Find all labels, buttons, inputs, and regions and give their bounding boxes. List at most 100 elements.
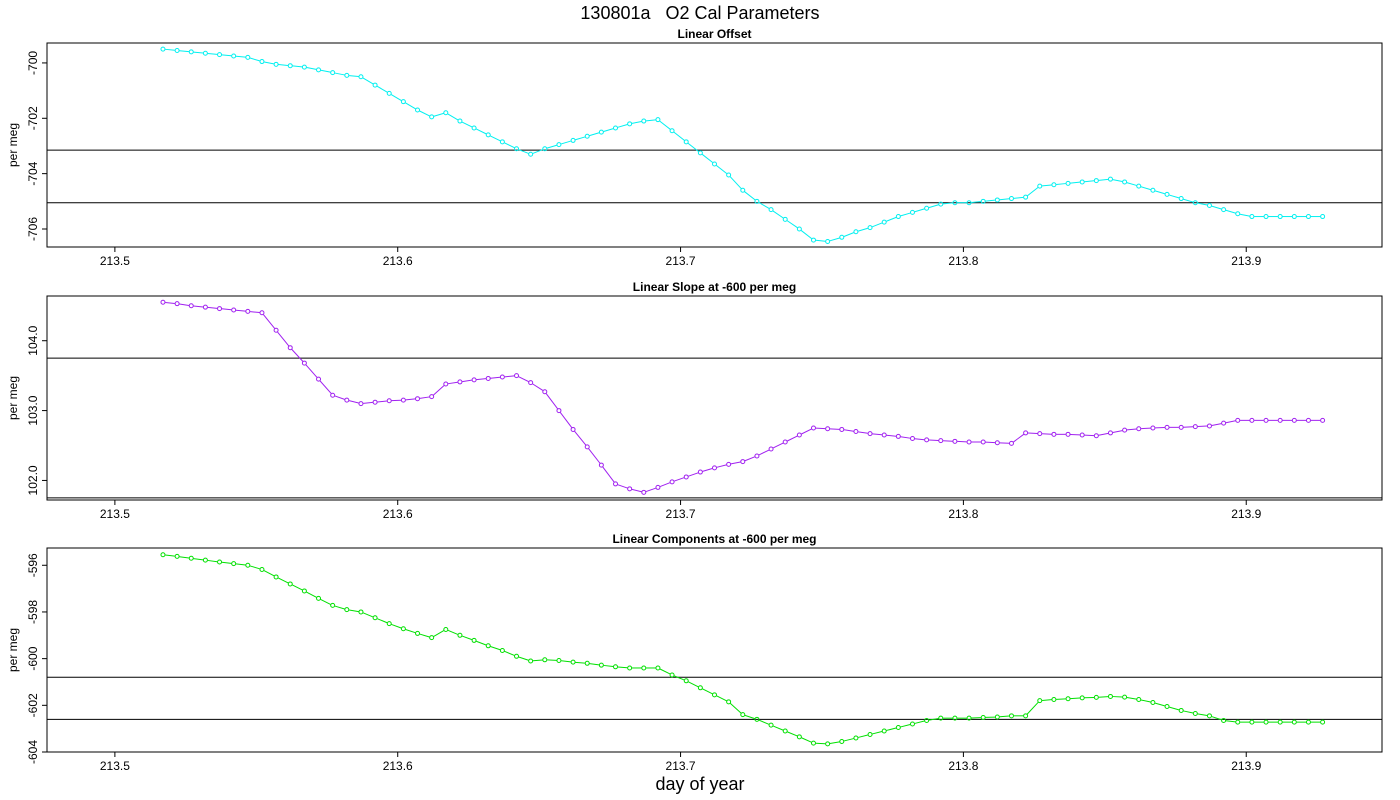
series-segment — [221, 54, 232, 57]
series-segment — [179, 50, 190, 53]
data-point — [1291, 719, 1297, 725]
data-point — [641, 489, 647, 495]
series-segment — [631, 121, 642, 124]
data-point — [372, 82, 378, 88]
data-point — [344, 72, 350, 78]
series-segment — [461, 121, 473, 128]
data-point — [316, 595, 322, 601]
data-point — [754, 453, 760, 459]
data-point — [909, 209, 915, 215]
series-segment — [433, 630, 445, 637]
data-point — [1079, 695, 1085, 701]
data-point — [994, 197, 1000, 203]
data-point — [471, 125, 477, 131]
series-segment — [207, 559, 218, 563]
data-point — [1277, 417, 1283, 423]
series-segment — [249, 565, 260, 570]
data-point — [712, 161, 717, 167]
data-point — [1023, 713, 1029, 719]
series-segment — [221, 308, 232, 311]
series-segment — [305, 364, 318, 378]
series-segment — [886, 727, 897, 731]
data-point — [796, 734, 802, 740]
series-segment — [1112, 430, 1123, 433]
series-segment — [872, 433, 882, 436]
data-point — [994, 440, 1000, 446]
y-tick-label: 103.0 — [26, 395, 40, 425]
series-segment — [815, 239, 826, 242]
series-segment — [730, 702, 742, 714]
series-segment — [448, 381, 458, 385]
series-segment — [235, 55, 246, 58]
series-segment — [702, 468, 713, 472]
data-point — [316, 376, 322, 382]
x-tick-label: 213.9 — [1231, 254, 1261, 268]
data-point — [287, 581, 293, 587]
data-point — [202, 304, 208, 310]
data-point — [952, 438, 958, 444]
series-segment — [758, 719, 770, 725]
series-segment — [928, 718, 939, 721]
series-segment — [758, 449, 770, 456]
data-point — [726, 172, 732, 178]
data-point — [287, 345, 293, 351]
series-segment — [532, 659, 543, 662]
series-segment — [306, 67, 317, 70]
data-point — [217, 52, 223, 58]
data-point — [457, 118, 463, 124]
series-segment — [701, 153, 713, 163]
data-point — [1150, 425, 1156, 431]
data-point — [1249, 417, 1255, 423]
y-tick-label: -604 — [26, 740, 40, 764]
series-segment — [1042, 699, 1052, 701]
data-point — [1093, 433, 1099, 439]
data-point — [1122, 694, 1128, 700]
x-tick-label: 213.9 — [1231, 759, 1261, 773]
data-point — [301, 588, 307, 594]
series-segment — [900, 212, 911, 217]
series-segment — [589, 132, 600, 137]
series-segment — [1126, 428, 1137, 431]
data-point — [301, 360, 307, 366]
data-point — [1164, 703, 1170, 709]
series-segment — [1013, 196, 1024, 199]
data-point — [1320, 719, 1326, 725]
data-point — [1320, 417, 1326, 423]
data-point — [867, 431, 873, 437]
series-segment — [291, 349, 304, 362]
series-segment — [744, 714, 755, 720]
data-point — [1150, 700, 1156, 706]
data-point — [796, 432, 802, 438]
data-point — [740, 459, 746, 465]
data-point — [1178, 424, 1184, 430]
data-point — [245, 308, 251, 314]
data-point — [810, 237, 816, 243]
data-point — [1305, 417, 1311, 423]
data-point — [683, 474, 689, 480]
data-point — [1206, 202, 1212, 208]
data-point — [429, 114, 435, 120]
data-point — [358, 74, 364, 80]
data-point — [810, 740, 816, 746]
series-segment — [277, 331, 290, 347]
data-point — [584, 444, 590, 450]
data-point — [499, 139, 505, 145]
series-segment — [561, 660, 571, 663]
plot-frame — [46, 42, 1383, 248]
data-point — [202, 557, 208, 563]
series-segment — [1140, 186, 1151, 191]
y-tick-label: 104.0 — [26, 325, 40, 355]
x-tick-label: 213.7 — [666, 507, 696, 521]
y-tick-label: 102.0 — [26, 465, 40, 495]
data-point — [683, 678, 689, 684]
data-point — [1037, 183, 1043, 189]
data-point — [202, 50, 208, 56]
data-point — [1122, 427, 1128, 433]
data-point — [825, 426, 831, 432]
data-point — [966, 715, 972, 721]
x-tick-label: 213.6 — [383, 507, 413, 521]
data-point — [881, 432, 887, 438]
series-segment — [729, 176, 742, 189]
data-point — [1023, 430, 1029, 436]
data-point — [188, 303, 194, 309]
